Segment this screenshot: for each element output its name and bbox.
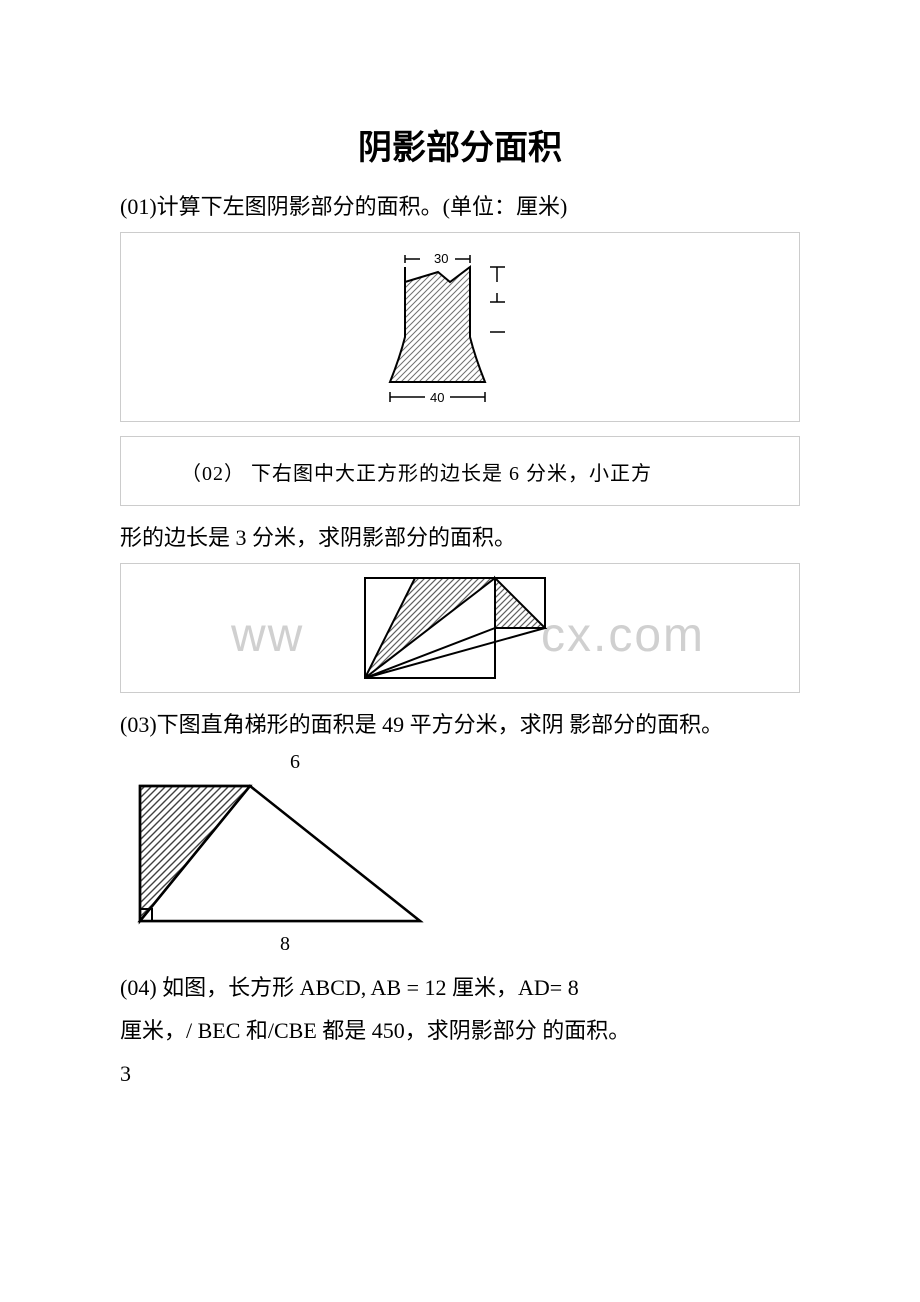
problem-01-text: (01)计算下左图阴影部分的面积。(单位：厘米) [120, 189, 800, 224]
watermark-left: ww [231, 608, 304, 663]
figure-03-box: ww cx.com [120, 563, 800, 693]
page-title: 阴影部分面积 [120, 120, 800, 169]
problem-02b-text: 形的边长是 3 分米，求阴影部分的面积。 [120, 520, 800, 555]
figure-04-svg [120, 776, 440, 926]
fig4-label-6: 6 [290, 751, 800, 774]
figure-04-box: 6 8 [120, 751, 800, 956]
problem-04a-text: (04) 如图，长方形 ABCD, AB = 12 厘米，AD= 8 [120, 970, 800, 1005]
figure-01-svg: 30 40 [360, 237, 560, 417]
problem-02-text: （02） 下右图中大正方形的边长是 6 分米，小正方 [181, 457, 652, 486]
figure-01-box: 30 40 [120, 232, 800, 422]
figure-03-svg [345, 568, 575, 688]
fig1-label-30: 30 [434, 251, 448, 266]
fig1-label-40: 40 [430, 390, 444, 405]
problem-03-text: (03)下图直角梯形的面积是 49 平方分米，求阴 影部分的面积。 [120, 707, 800, 742]
problem-04c-text: 3 [120, 1056, 800, 1091]
fig4-label-8: 8 [280, 933, 800, 956]
problem-04b-text: 厘米，/ BEC 和/CBE 都是 450，求阴影部分 的面积。 [120, 1013, 800, 1048]
figure-02-text-box: （02） 下右图中大正方形的边长是 6 分米，小正方 [120, 436, 800, 506]
